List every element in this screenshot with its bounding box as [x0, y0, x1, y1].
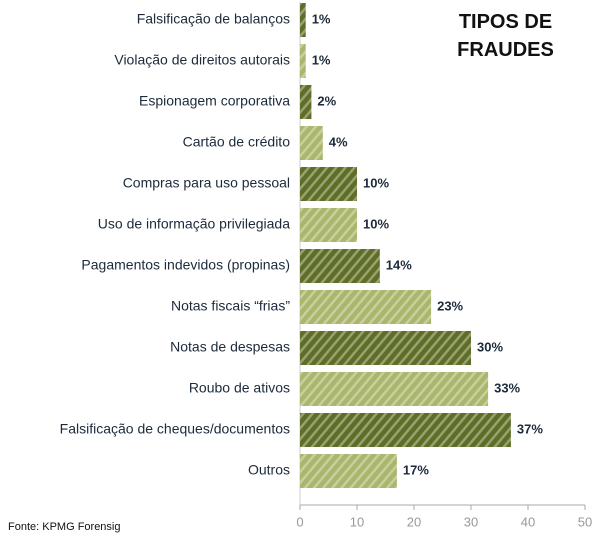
value-label: 1% — [312, 11, 331, 26]
bar — [300, 413, 511, 447]
bar — [300, 454, 397, 488]
bar — [300, 85, 312, 119]
value-label: 4% — [329, 134, 348, 149]
y-tick-label: Notas de despesas — [170, 339, 290, 355]
x-tick-label: 0 — [296, 514, 303, 529]
y-tick-label: Violação de direitos autorais — [114, 52, 290, 68]
y-tick-label: Falsificação de balanços — [137, 11, 290, 27]
y-tick-label: Notas fiscais “frias” — [171, 298, 290, 314]
value-label: 37% — [517, 421, 543, 436]
y-tick-label: Pagamentos indevidos (propinas) — [81, 257, 290, 273]
bar — [300, 208, 357, 242]
bar — [300, 372, 489, 406]
y-tick-label: Falsificação de cheques/documentos — [60, 421, 290, 437]
x-tick-label: 10 — [350, 514, 364, 529]
x-tick-label: 30 — [464, 514, 478, 529]
source: Fonte: KPMG Forensig — [8, 521, 121, 533]
y-tick-label: Outros — [248, 462, 290, 478]
bar — [300, 167, 357, 201]
x-tick-label: 20 — [407, 514, 421, 529]
bar — [300, 3, 306, 37]
value-label: 14% — [386, 257, 412, 272]
value-label: 10% — [363, 216, 389, 231]
value-label: 30% — [477, 339, 503, 354]
value-label: 10% — [363, 175, 389, 190]
y-tick-label: Espionagem corporativa — [139, 93, 290, 109]
x-tick-label: 50 — [578, 514, 592, 529]
value-label: 2% — [317, 93, 336, 108]
y-tick-label: Cartão de crédito — [183, 134, 291, 150]
value-label: 1% — [312, 52, 331, 67]
chart-title: TIPOS DE FRAUDES — [457, 11, 554, 61]
value-label: 23% — [437, 298, 463, 313]
bar — [300, 249, 380, 283]
value-label: 33% — [494, 380, 520, 395]
bar — [300, 44, 306, 78]
y-tick-label: Uso de informação privilegiada — [98, 216, 290, 232]
bar — [300, 290, 432, 324]
bar — [300, 331, 471, 365]
value-label: 17% — [403, 462, 429, 477]
y-tick-label: Compras para uso pessoal — [123, 175, 290, 191]
bar — [300, 126, 323, 160]
x-tick-label: 40 — [521, 514, 535, 529]
y-tick-label: Roubo de ativos — [189, 380, 290, 396]
